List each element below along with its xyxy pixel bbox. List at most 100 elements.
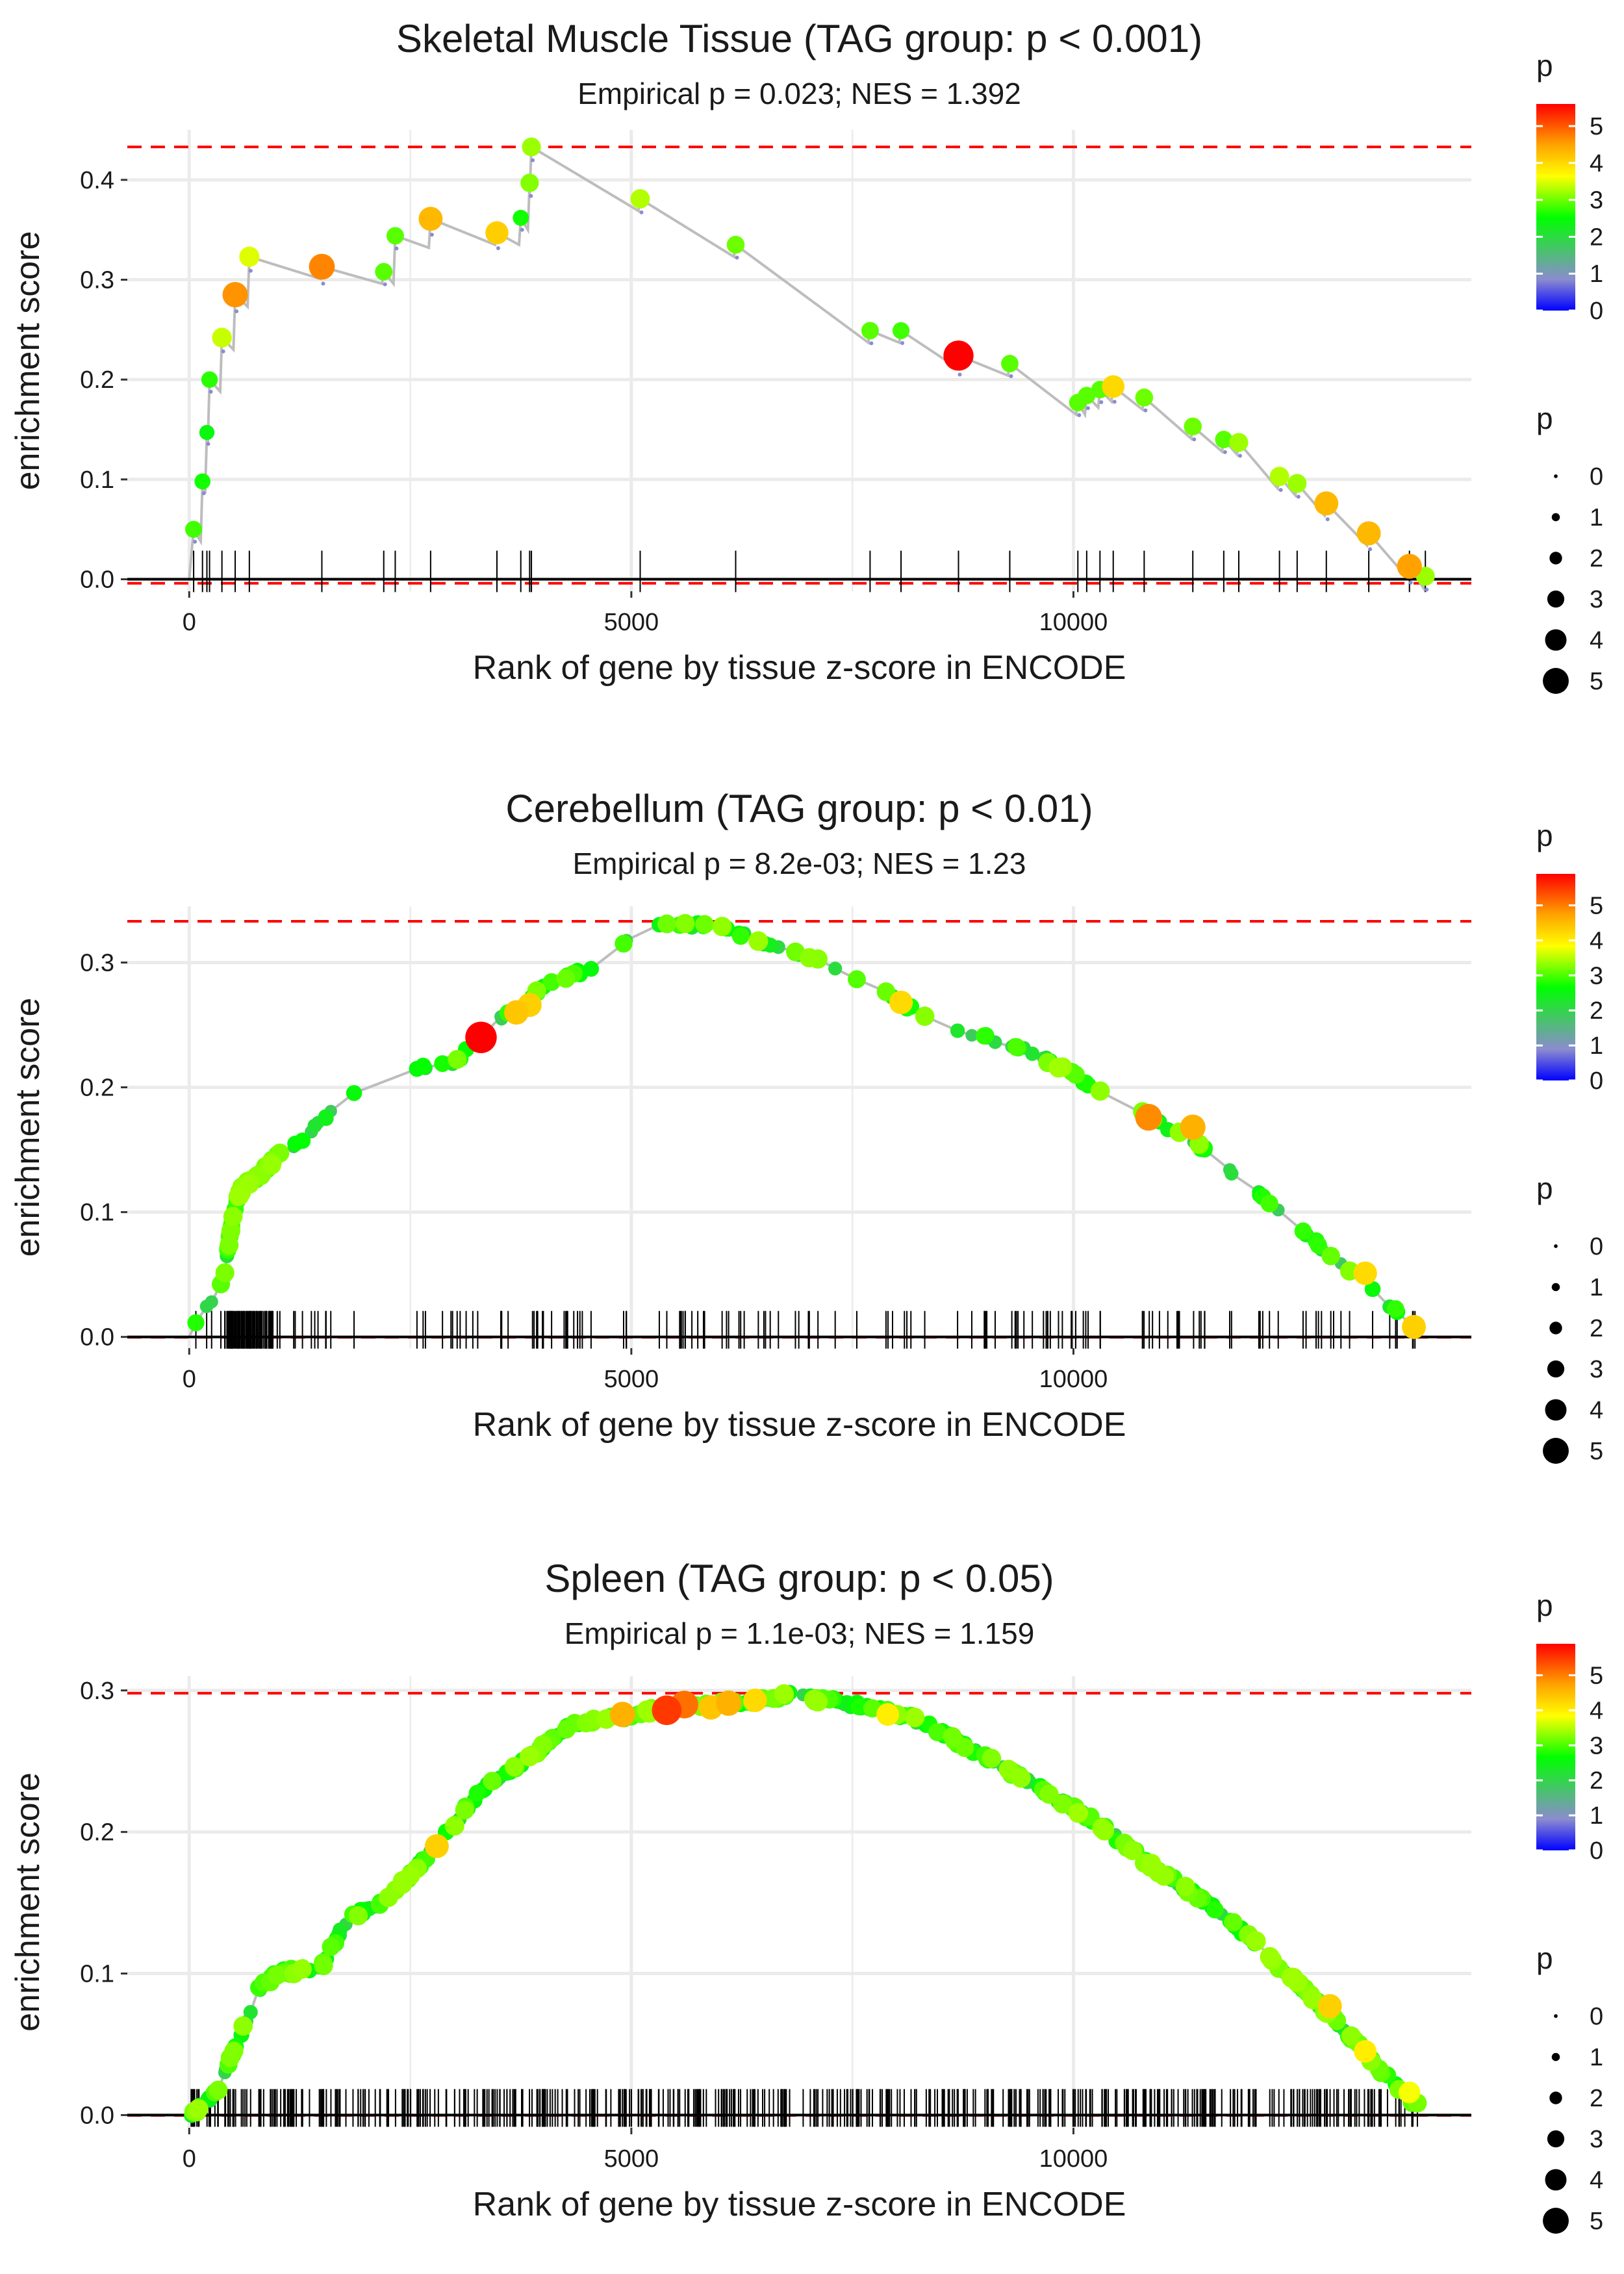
size-legend-label: 3 (1590, 1356, 1603, 1383)
data-point (346, 1085, 362, 1101)
y-tick-label: 0.1 (80, 1961, 114, 1988)
data-point-shadow (235, 309, 239, 314)
data-point (522, 137, 541, 157)
size-legend-dot (1543, 2208, 1569, 2234)
data-point (504, 1757, 524, 1776)
data-point (808, 1692, 828, 1712)
y-tick-label: 0.1 (80, 1199, 114, 1227)
y-tick-label: 0.0 (80, 1324, 114, 1351)
data-point-shadow (1112, 400, 1117, 404)
y-tick-label: 0.4 (80, 167, 114, 194)
size-legend-dot (1547, 590, 1565, 608)
data-point (716, 1690, 742, 1716)
data-point (199, 425, 215, 441)
color-bar-label: 3 (1590, 962, 1603, 990)
data-point (1141, 1854, 1161, 1874)
chart-title: Skeletal Muscle Tissue (TAG group: p < 0… (396, 17, 1202, 60)
y-axis-label: enrichment score (9, 231, 47, 491)
y-tick-label: 0.2 (80, 1075, 114, 1102)
data-point (1260, 1194, 1278, 1213)
color-bar-label: 2 (1590, 1767, 1603, 1795)
x-axis-label: Rank of gene by tissue z-score in ENCODE (473, 2186, 1126, 2223)
data-point (294, 1132, 311, 1149)
data-point (513, 209, 529, 226)
chart-subtitle: Empirical p = 8.2e-03; NES = 1.23 (572, 847, 1026, 880)
legend-color-title: p (1536, 49, 1553, 83)
legend-size-title: p (1536, 1941, 1553, 1975)
size-legend-label: 2 (1590, 545, 1603, 572)
data-point (229, 1186, 249, 1206)
size-legend-label: 4 (1590, 1397, 1603, 1424)
data-point-shadow (1408, 580, 1413, 585)
legend: p 0 1 2 3 4 5 p 0 1 2 3 4 5 (1536, 1589, 1603, 2235)
data-point (1048, 1058, 1069, 1078)
data-point (1007, 1038, 1026, 1056)
x-tick-label: 10000 (1039, 1366, 1108, 1393)
y-tick-label: 0.3 (80, 267, 114, 294)
chart-panel-2: Cerebellum (TAG group: p < 0.01) Empirica… (9, 787, 1603, 1465)
data-point (1068, 1803, 1088, 1823)
size-legend-label: 3 (1590, 586, 1603, 613)
size-legend-dot (1543, 668, 1569, 694)
data-point (712, 917, 732, 937)
data-point (468, 1784, 486, 1802)
data-point (1039, 1784, 1059, 1804)
chart-title: Spleen (TAG group: p < 0.05) (544, 1557, 1054, 1600)
data-point (224, 2041, 244, 2061)
data-point-shadow (520, 227, 524, 232)
x-tick-label: 5000 (604, 609, 659, 636)
size-legend-label: 1 (1590, 504, 1603, 531)
data-point (848, 970, 866, 989)
legend: p 0 1 2 3 4 5 p 0 1 2 3 4 5 (1536, 49, 1603, 695)
y-tick-label: 0.2 (80, 1819, 114, 1846)
data-point-shadow (1238, 454, 1243, 458)
color-bar-label: 4 (1590, 1697, 1603, 1724)
data-point (982, 1748, 1002, 1769)
data-point (557, 1720, 576, 1739)
data-point (520, 173, 539, 192)
size-legend-label: 5 (1590, 2208, 1603, 2235)
size-legend-dot (1545, 1399, 1567, 1421)
data-point (485, 221, 509, 245)
data-point-shadow (321, 281, 325, 286)
data-point (676, 913, 695, 934)
data-point (892, 322, 910, 339)
size-legend-label: 4 (1590, 627, 1603, 654)
size-legend-dot (1551, 513, 1560, 522)
data-point (1321, 1246, 1340, 1266)
data-point (199, 1299, 214, 1313)
rug (193, 550, 1427, 593)
data-point (1184, 417, 1202, 436)
data-point (444, 1816, 464, 1836)
color-bar-label: 5 (1590, 113, 1603, 140)
data-point (1215, 430, 1233, 448)
data-point (465, 1021, 497, 1053)
data-point (307, 1118, 322, 1133)
data-point (348, 1906, 368, 1926)
size-legend-label: 0 (1590, 1233, 1603, 1260)
enrichment-curve (188, 144, 1427, 592)
data-point-shadow (1425, 587, 1429, 592)
data-point (1011, 1768, 1031, 1788)
data-point (212, 327, 232, 348)
data-point (1246, 1931, 1266, 1951)
data-point (609, 1702, 635, 1728)
data-point-shadow (735, 255, 739, 260)
data-point (889, 990, 913, 1015)
data-point (220, 1235, 239, 1255)
data-point-shadow (529, 194, 533, 198)
data-point (222, 282, 248, 308)
data-point (950, 1023, 965, 1038)
legend-color-title: p (1536, 1589, 1553, 1622)
color-bar-label: 0 (1590, 1837, 1603, 1865)
color-bar-label: 5 (1590, 893, 1603, 920)
color-bar-label: 1 (1590, 1802, 1603, 1830)
legend-color-title: p (1536, 819, 1553, 852)
size-legend-label: 1 (1590, 2044, 1603, 2071)
color-bar-label: 4 (1590, 927, 1603, 954)
data-point (1387, 1300, 1404, 1318)
data-point (386, 227, 404, 245)
data-point (1135, 389, 1154, 407)
data-point (955, 1738, 974, 1757)
